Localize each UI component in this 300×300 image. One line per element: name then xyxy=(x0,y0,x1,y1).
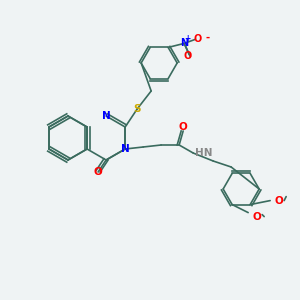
Text: N: N xyxy=(180,38,188,48)
Text: +: + xyxy=(184,34,190,43)
Text: N: N xyxy=(102,111,110,121)
Text: S: S xyxy=(134,104,141,114)
Text: HN: HN xyxy=(195,148,213,158)
Text: O: O xyxy=(193,34,201,44)
Text: O: O xyxy=(179,122,188,132)
Text: O: O xyxy=(275,196,284,206)
Text: O: O xyxy=(94,167,103,177)
Text: -: - xyxy=(205,32,209,42)
Text: N: N xyxy=(121,144,130,154)
Text: O: O xyxy=(183,51,191,62)
Text: O: O xyxy=(253,212,262,222)
